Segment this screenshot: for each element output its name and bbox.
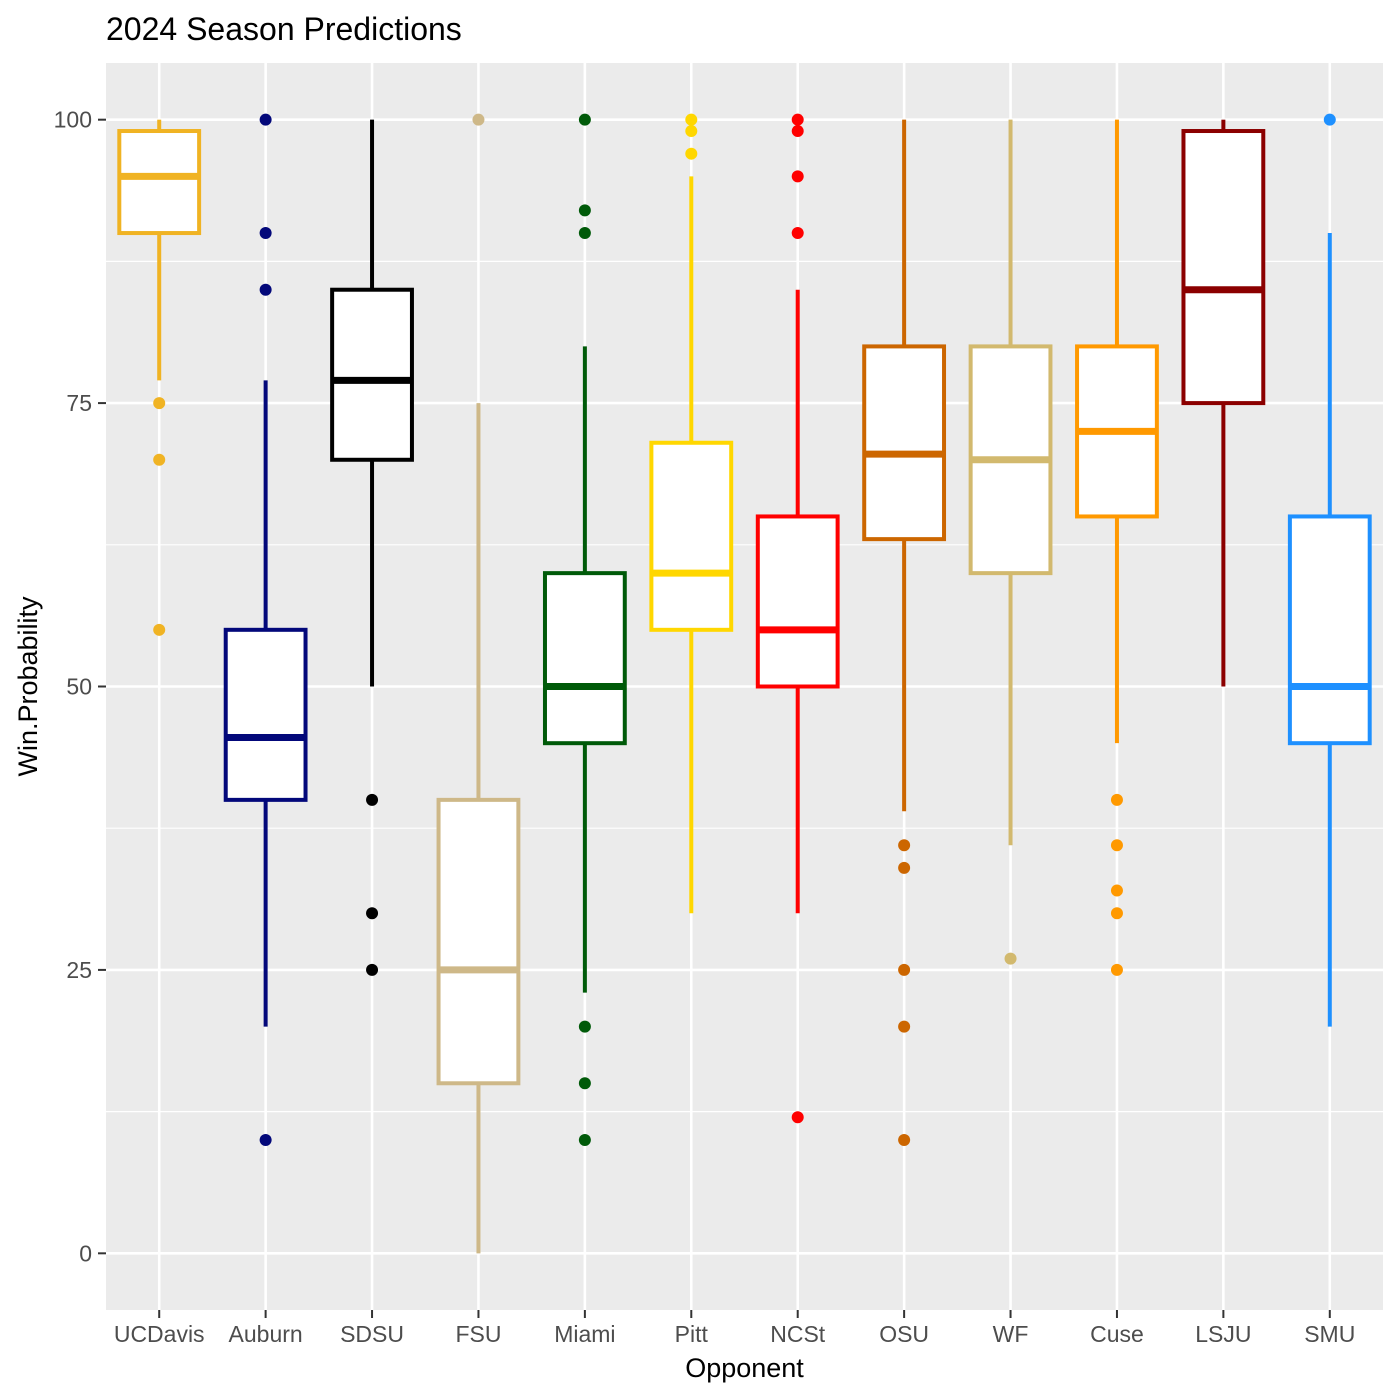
outlier-point — [685, 125, 698, 138]
outlier-point — [153, 453, 166, 466]
box-cuse — [1075, 119, 1159, 976]
outlier-point — [685, 113, 698, 126]
y-tick-label: 0 — [79, 1240, 92, 1266]
outlier-point — [1323, 113, 1336, 126]
boxes-layer — [117, 113, 1372, 1254]
outlier-point — [791, 170, 804, 183]
x-tick-label: LSJU — [1195, 1321, 1251, 1347]
outlier-point — [366, 793, 379, 806]
iqr-box — [223, 627, 308, 802]
x-tick-label: NCSt — [770, 1321, 826, 1347]
outlier-point — [1110, 907, 1123, 920]
outlier-point — [1110, 884, 1123, 897]
x-tick-label: Pitt — [675, 1321, 709, 1347]
outlier-point — [259, 1133, 272, 1146]
x-tick-label: WF — [993, 1321, 1029, 1347]
iqr-box — [117, 129, 202, 236]
outlier-point — [1110, 839, 1123, 852]
iqr-box — [1287, 514, 1372, 746]
outlier-point — [898, 861, 911, 874]
box-sdsu — [330, 119, 414, 976]
outlier-point — [1110, 963, 1123, 976]
outlier-point — [366, 907, 379, 920]
outlier-point — [259, 283, 272, 296]
x-tick-label: OSU — [879, 1321, 929, 1347]
box-smu — [1287, 113, 1372, 1027]
y-tick-label: 25 — [66, 957, 92, 983]
box-pitt — [649, 113, 734, 914]
outlier-point — [259, 113, 272, 126]
x-axis: UCDavis Auburn SDSU FSU Miami Pitt NCSt OSU WF Cu… — [114, 1310, 1355, 1347]
x-tick-label: Cuse — [1090, 1321, 1144, 1347]
outlier-point — [578, 227, 591, 240]
iqr-box — [755, 514, 840, 689]
outlier-point — [259, 227, 272, 240]
outlier-point — [472, 113, 485, 126]
x-tick-label: Miami — [554, 1321, 615, 1347]
outlier-point — [791, 125, 804, 138]
outlier-point — [791, 227, 804, 240]
outlier-point — [578, 1077, 591, 1090]
y-tick-label: 75 — [66, 390, 92, 416]
x-tick-label: FSU — [455, 1321, 501, 1347]
x-tick-label: Auburn — [229, 1321, 303, 1347]
box-miami — [542, 113, 627, 1146]
outlier-point — [1110, 793, 1123, 806]
chart-title: 2024 Season Predictions — [106, 11, 462, 47]
box-ncst — [755, 113, 840, 1124]
box-auburn — [223, 113, 308, 1146]
outlier-point — [791, 1111, 804, 1124]
outlier-point — [153, 397, 166, 410]
box-lsju — [1181, 119, 1266, 687]
outlier-point — [1004, 952, 1017, 965]
outlier-point — [578, 113, 591, 126]
x-tick-label: UCDavis — [114, 1321, 205, 1347]
iqr-box — [1181, 129, 1266, 406]
iqr-box — [330, 287, 414, 462]
outlier-point — [898, 839, 911, 852]
box-fsu — [436, 113, 521, 1254]
outlier-point — [153, 623, 166, 636]
outlier-point — [791, 113, 804, 126]
outlier-point — [578, 204, 591, 217]
box-osu — [862, 119, 947, 1146]
y-axis-title: Win.Probability — [13, 596, 43, 777]
x-tick-label: SMU — [1304, 1321, 1355, 1347]
iqr-box — [436, 797, 521, 1086]
outlier-point — [898, 963, 911, 976]
y-tick-label: 50 — [66, 674, 92, 700]
outlier-point — [898, 1020, 911, 1033]
iqr-box — [542, 571, 627, 746]
y-axis: 0 25 50 75 100 — [54, 107, 106, 1266]
box-ucdavis — [117, 119, 202, 636]
box-wf — [968, 119, 1053, 965]
iqr-box — [649, 440, 734, 632]
outlier-point — [366, 963, 379, 976]
minor-gridlines — [106, 260, 1383, 1113]
outlier-point — [685, 147, 698, 160]
outlier-point — [898, 1133, 911, 1146]
iqr-box — [862, 344, 947, 542]
y-tick-label: 100 — [54, 107, 92, 133]
x-tick-label: SDSU — [340, 1321, 404, 1347]
x-axis-title: Opponent — [685, 1353, 804, 1383]
outlier-point — [578, 1020, 591, 1033]
outlier-point — [578, 1133, 591, 1146]
